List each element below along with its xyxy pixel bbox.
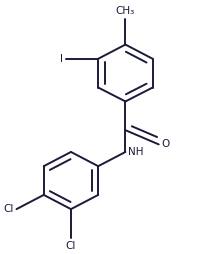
Text: I: I xyxy=(60,54,63,64)
Text: Cl: Cl xyxy=(66,241,76,251)
Text: NH: NH xyxy=(128,147,143,157)
Text: Cl: Cl xyxy=(3,204,14,214)
Text: CH₃: CH₃ xyxy=(116,6,135,17)
Text: O: O xyxy=(162,139,170,149)
